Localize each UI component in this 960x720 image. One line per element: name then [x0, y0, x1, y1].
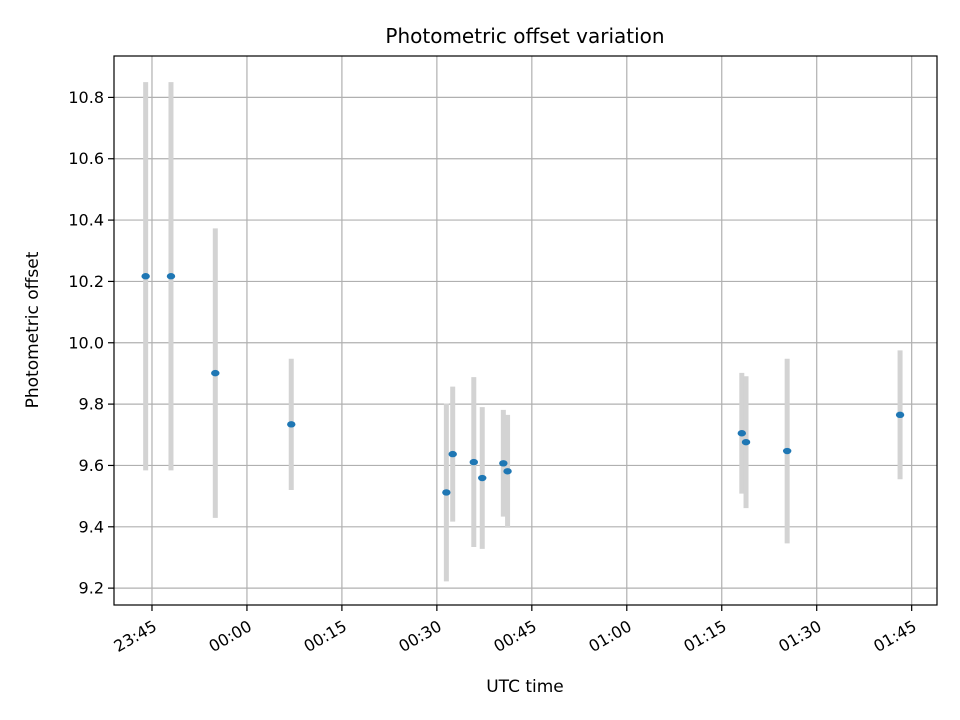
data-points — [141, 273, 905, 496]
y-tick-label: 10.0 — [68, 333, 104, 352]
y-axis-label: Photometric offset — [23, 251, 43, 408]
plot-frame — [113, 55, 938, 606]
chart-title: Photometric offset variation — [385, 24, 664, 48]
data-point — [737, 430, 747, 437]
data-point — [895, 411, 905, 419]
y-tick-label: 10.2 — [68, 272, 104, 291]
data-point — [211, 369, 220, 377]
data-point — [442, 489, 451, 496]
y-tick-label: 10.8 — [68, 88, 104, 107]
y-tick-label: 9.6 — [79, 456, 104, 475]
y-tick-label: 9.2 — [79, 579, 104, 598]
y-tick-label: 10.4 — [68, 211, 104, 230]
plot-area — [114, 56, 937, 605]
data-point — [166, 273, 176, 280]
data-point — [469, 458, 478, 466]
data-point — [478, 474, 487, 482]
data-point — [448, 450, 457, 458]
y-tick-label: 9.4 — [79, 517, 104, 536]
grid — [114, 56, 937, 605]
y-tick-label: 10.6 — [68, 149, 104, 168]
data-point — [141, 273, 150, 280]
data-point — [499, 460, 508, 467]
data-point — [782, 447, 792, 455]
data-point — [741, 438, 751, 446]
data-point — [503, 468, 512, 475]
y-tick-label: 9.8 — [79, 395, 104, 414]
x-axis-label: UTC time — [486, 677, 564, 697]
data-point — [287, 421, 296, 428]
